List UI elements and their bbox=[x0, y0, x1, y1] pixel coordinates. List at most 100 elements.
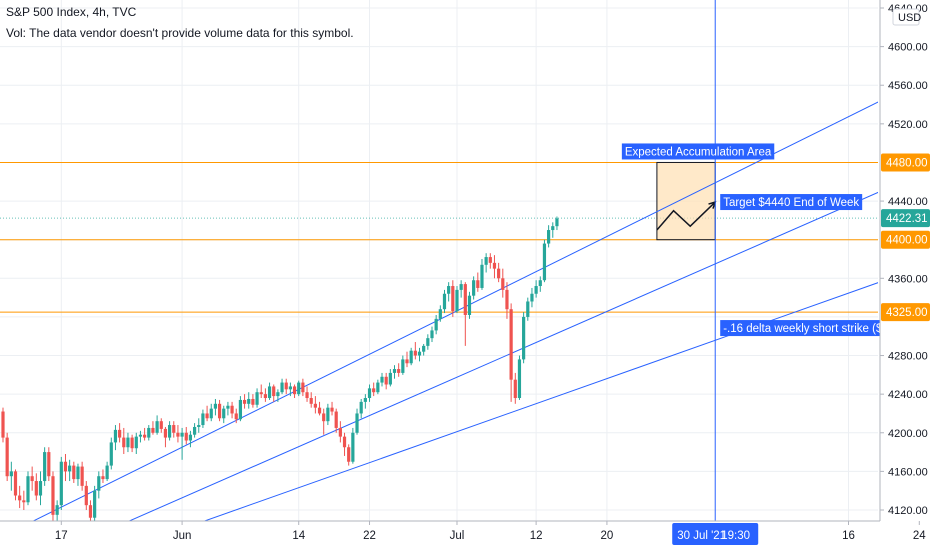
candle bbox=[417, 347, 422, 362]
candle bbox=[530, 287, 534, 308]
candle-body bbox=[180, 432, 184, 437]
candle-body bbox=[405, 359, 409, 364]
candle-body bbox=[397, 369, 401, 373]
candle-body bbox=[143, 434, 147, 438]
annotation-target: Target $4440 End of Week bbox=[720, 194, 863, 211]
candle-body bbox=[230, 405, 234, 414]
candle bbox=[263, 388, 267, 402]
annotation-accumulation: Expected Accumulation Area bbox=[621, 143, 775, 160]
annotation-accumulation-text: Expected Accumulation Area bbox=[625, 146, 772, 158]
candle bbox=[84, 481, 88, 510]
candle-body bbox=[522, 316, 526, 360]
candle bbox=[467, 291, 472, 319]
candle-body bbox=[347, 447, 351, 462]
candle-body bbox=[113, 429, 118, 443]
candle bbox=[388, 369, 392, 387]
candle bbox=[34, 473, 38, 501]
candle-body bbox=[5, 437, 9, 477]
candle bbox=[230, 401, 234, 419]
candle bbox=[442, 289, 447, 314]
horizontal-levels bbox=[0, 161, 878, 313]
candle bbox=[505, 282, 509, 319]
candle bbox=[130, 434, 134, 453]
time-tick-label: Jun bbox=[173, 530, 192, 542]
candle-body bbox=[372, 388, 376, 393]
candle bbox=[5, 432, 9, 482]
annotation-target-bg bbox=[720, 194, 863, 211]
candle-body bbox=[451, 286, 455, 312]
candle-body bbox=[259, 392, 263, 395]
time-tick-label: Jul bbox=[450, 530, 465, 542]
candle-body bbox=[480, 264, 484, 288]
candle bbox=[397, 363, 401, 377]
candle-body bbox=[38, 481, 43, 496]
candle bbox=[59, 456, 63, 510]
candle-body bbox=[55, 505, 59, 515]
candle-body bbox=[505, 289, 509, 310]
candle-body bbox=[151, 427, 155, 433]
candle bbox=[13, 469, 18, 501]
candle-body bbox=[472, 280, 476, 296]
level-price-label-bg bbox=[881, 153, 930, 172]
candle bbox=[517, 355, 522, 400]
candle-body bbox=[72, 465, 76, 480]
candle bbox=[184, 426, 188, 445]
annotation-short-strike-bg bbox=[720, 320, 915, 337]
candle-body bbox=[126, 437, 130, 448]
candle bbox=[147, 425, 151, 441]
candle-body bbox=[197, 425, 201, 427]
candle bbox=[376, 379, 380, 395]
candles bbox=[1, 216, 559, 521]
candle bbox=[126, 432, 130, 453]
candle bbox=[330, 401, 334, 416]
time-tick-label: 16 bbox=[842, 530, 855, 542]
candle-body bbox=[97, 476, 101, 491]
candle bbox=[172, 421, 176, 438]
candle bbox=[338, 421, 342, 443]
candle-body bbox=[363, 398, 367, 402]
candle bbox=[542, 239, 547, 283]
candle-body bbox=[234, 413, 238, 420]
candle-body bbox=[442, 293, 447, 310]
candle bbox=[459, 280, 463, 298]
candle bbox=[297, 380, 301, 397]
candle bbox=[484, 253, 488, 273]
candle-body bbox=[26, 476, 30, 503]
candle-body bbox=[88, 505, 93, 518]
candle-body bbox=[47, 452, 51, 477]
candle-body bbox=[463, 284, 467, 315]
candle bbox=[284, 378, 288, 395]
currency-badge bbox=[892, 8, 920, 26]
candle-body bbox=[34, 481, 38, 496]
price-tick-label: 4520.00 bbox=[888, 119, 928, 131]
candle-body bbox=[551, 226, 555, 231]
trendline bbox=[203, 282, 878, 521]
candle-body bbox=[76, 466, 80, 480]
candle-body bbox=[467, 295, 472, 315]
candle-body bbox=[192, 426, 197, 435]
candle bbox=[359, 398, 363, 419]
candle-body bbox=[401, 359, 405, 373]
candle bbox=[51, 471, 55, 521]
candle bbox=[413, 342, 417, 360]
price-tick-label: 4560.00 bbox=[888, 80, 928, 92]
level-price-label: 4325.00 bbox=[886, 307, 928, 319]
candle-body bbox=[301, 382, 305, 393]
candle bbox=[251, 394, 255, 408]
candle bbox=[217, 399, 222, 422]
candle bbox=[526, 297, 530, 321]
candle bbox=[80, 461, 84, 491]
candle bbox=[367, 384, 372, 402]
candle bbox=[538, 276, 542, 292]
candle-body bbox=[263, 394, 267, 399]
level-price-label: 4480.00 bbox=[886, 157, 928, 169]
candle-body bbox=[501, 278, 505, 290]
price-tick-label: 4120.00 bbox=[888, 505, 928, 517]
trendline bbox=[32, 101, 878, 521]
candle bbox=[138, 430, 143, 443]
candle-body bbox=[205, 413, 209, 419]
time-tick-label: 14 bbox=[292, 530, 305, 542]
candle-body bbox=[251, 398, 255, 405]
candle-body bbox=[201, 413, 205, 426]
